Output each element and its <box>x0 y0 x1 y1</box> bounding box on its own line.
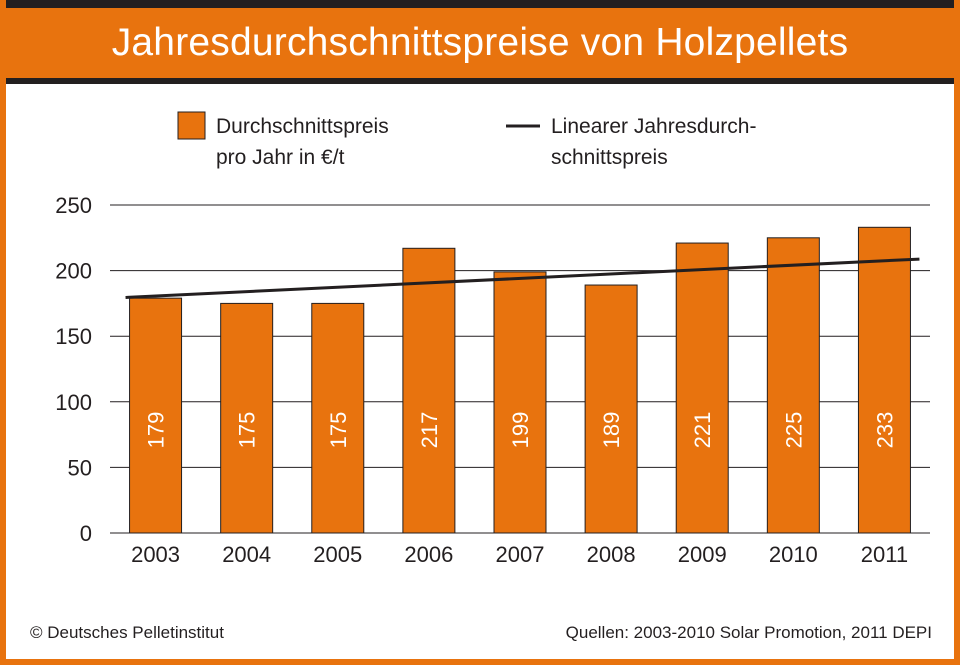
bar-2005 <box>311 302 365 534</box>
legend-label-bar-line1: Durchschnittspreis <box>216 115 389 138</box>
footer-sources: Quellen: 2003-2010 Solar Promotion, 2011… <box>565 623 932 642</box>
bar-value-label: 233 <box>872 412 897 449</box>
y-tick-label: 0 <box>80 521 92 546</box>
trend-line <box>125 257 920 300</box>
footer-copyright: © Deutsches Pelletinstitut <box>30 623 224 642</box>
legend-swatch-bar <box>177 111 206 140</box>
bar-2003 <box>129 297 183 534</box>
bar-2011 <box>857 226 911 534</box>
bar-2007 <box>493 271 547 534</box>
legend-label-line-line2: schnittspreis <box>551 146 668 169</box>
bar-2009 <box>675 242 729 534</box>
x-tick-label: 2007 <box>496 542 545 567</box>
bar-value-label: 217 <box>417 412 442 449</box>
x-tick-label: 2006 <box>404 542 453 567</box>
bar-value-label: 225 <box>781 412 806 449</box>
x-tick-label: 2003 <box>131 542 180 567</box>
y-tick-label: 250 <box>55 193 92 218</box>
trend-line-group <box>125 257 920 300</box>
bar-2008 <box>584 284 638 534</box>
x-tick-label: 2011 <box>861 542 908 567</box>
bar-value-label: 189 <box>599 412 624 449</box>
x-tick-label: 2010 <box>769 542 818 567</box>
bar-value-label: 179 <box>144 412 169 449</box>
y-tick-labels: 0 50 100 150 200 250 <box>55 193 92 546</box>
bar-value-label: 199 <box>508 412 533 449</box>
x-tick-label: 2008 <box>587 542 636 567</box>
bar-value-label: 175 <box>326 412 351 449</box>
bar-2004 <box>220 302 274 534</box>
bars: 179 175 175 217 199 189 221 225 233 <box>129 226 911 534</box>
x-tick-label: 2004 <box>222 542 271 567</box>
chart-title: Jahresdurchschnittspreise von Holzpellet… <box>6 8 954 78</box>
legend-label-line-line1: Linearer Jahresdurch- <box>551 115 756 138</box>
y-tick-label: 100 <box>55 390 92 415</box>
bar-2006 <box>402 247 456 534</box>
bar-2010 <box>766 237 820 534</box>
x-tick-labels: 2003 2004 2005 2006 2007 2008 2009 2010 2011 <box>131 542 908 567</box>
y-tick-label: 200 <box>55 259 92 284</box>
x-tick-label: 2009 <box>678 542 727 567</box>
bar-value-label: 221 <box>690 412 715 449</box>
x-tick-label: 2005 <box>313 542 362 567</box>
legend-label-bar-line2: pro Jahr in €/t <box>216 146 345 169</box>
bar-value-label: 175 <box>235 412 260 449</box>
title-bar: Jahresdurchschnittspreise von Holzpellet… <box>0 0 960 84</box>
y-tick-label: 50 <box>68 455 92 480</box>
y-tick-label: 150 <box>55 324 92 349</box>
